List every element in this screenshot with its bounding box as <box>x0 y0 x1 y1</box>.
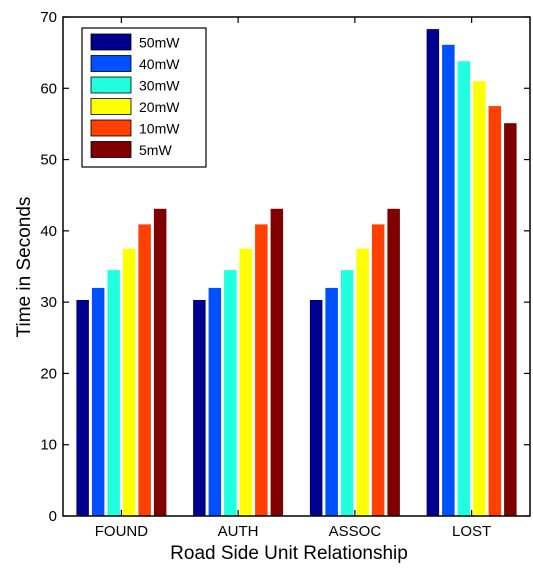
bar-assoc-40mw <box>325 287 338 516</box>
bar-auth-5mw <box>270 208 284 517</box>
bar-assoc-20mw <box>356 248 369 516</box>
bar-lost-20mw <box>473 81 486 516</box>
bar-assoc-30mw <box>340 270 354 516</box>
bar-assoc-10mw <box>371 224 385 516</box>
x-axis-label: Road Side Unit Relationship <box>170 543 408 564</box>
y-tick-label: 30 <box>40 294 57 311</box>
bar-lost-40mw <box>442 44 455 517</box>
bar-lost-30mw <box>457 61 471 516</box>
y-tick-label: 0 <box>49 508 57 525</box>
bar-auth-30mw <box>224 270 237 516</box>
bar-lost-5mw <box>504 123 517 516</box>
y-tick-label: 50 <box>40 152 57 169</box>
y-tick-label: 40 <box>40 223 57 240</box>
x-tick-label: AUTH <box>218 523 259 540</box>
legend-label: 5mW <box>139 142 172 158</box>
plot-frame <box>62 16 531 517</box>
x-tick-label: LOST <box>452 523 491 540</box>
bar-lost-10mw <box>488 106 502 516</box>
bar-assoc-5mw <box>387 208 400 517</box>
bar-found-30mw <box>107 270 120 516</box>
bar-auth-10mw <box>255 224 268 516</box>
y-tick-label: 60 <box>40 80 57 97</box>
legend-swatch-40mw <box>90 55 132 72</box>
legend-label: 40mW <box>139 56 180 72</box>
legend-swatch-20mw <box>90 98 132 115</box>
bar-found-20mw <box>122 248 136 516</box>
x-tick-label: FOUND <box>95 523 148 540</box>
bar-found-50mw <box>76 300 89 516</box>
bar-found-5mw <box>153 208 167 517</box>
legend-swatch-30mw <box>90 76 132 94</box>
bar-auth-50mw <box>193 300 206 516</box>
bar-auth-40mw <box>208 287 222 516</box>
legend-label: 20mW <box>139 99 180 115</box>
legend-label: 50mW <box>139 35 180 51</box>
bar-auth-20mw <box>239 248 253 516</box>
legend-swatch-5mw <box>90 141 132 158</box>
bars-layer <box>76 29 517 517</box>
x-tick-label: ASSOC <box>329 523 382 540</box>
y-tick-label: 10 <box>40 437 57 454</box>
bar-lost-50mw <box>426 29 440 516</box>
y-tick-label: 70 <box>40 9 57 26</box>
y-axis-label: Time in Seconds <box>14 197 35 338</box>
axes-layer: FOUND AUTH ASSOC LOST 0 10 20 30 40 50 60 70 <box>40 9 531 540</box>
legend: 50mW 40mW 30mW 20mW 10mW 5mW <box>81 27 207 168</box>
legend-swatch-10mw <box>90 119 132 137</box>
legend-swatch-50mw <box>90 33 132 51</box>
bar-assoc-50mw <box>309 300 323 516</box>
y-tick-label: 20 <box>40 365 57 382</box>
bar-found-10mw <box>138 224 151 516</box>
bar-found-40mw <box>91 287 105 516</box>
legend-label: 10mW <box>139 121 180 137</box>
legend-label: 30mW <box>139 78 180 94</box>
